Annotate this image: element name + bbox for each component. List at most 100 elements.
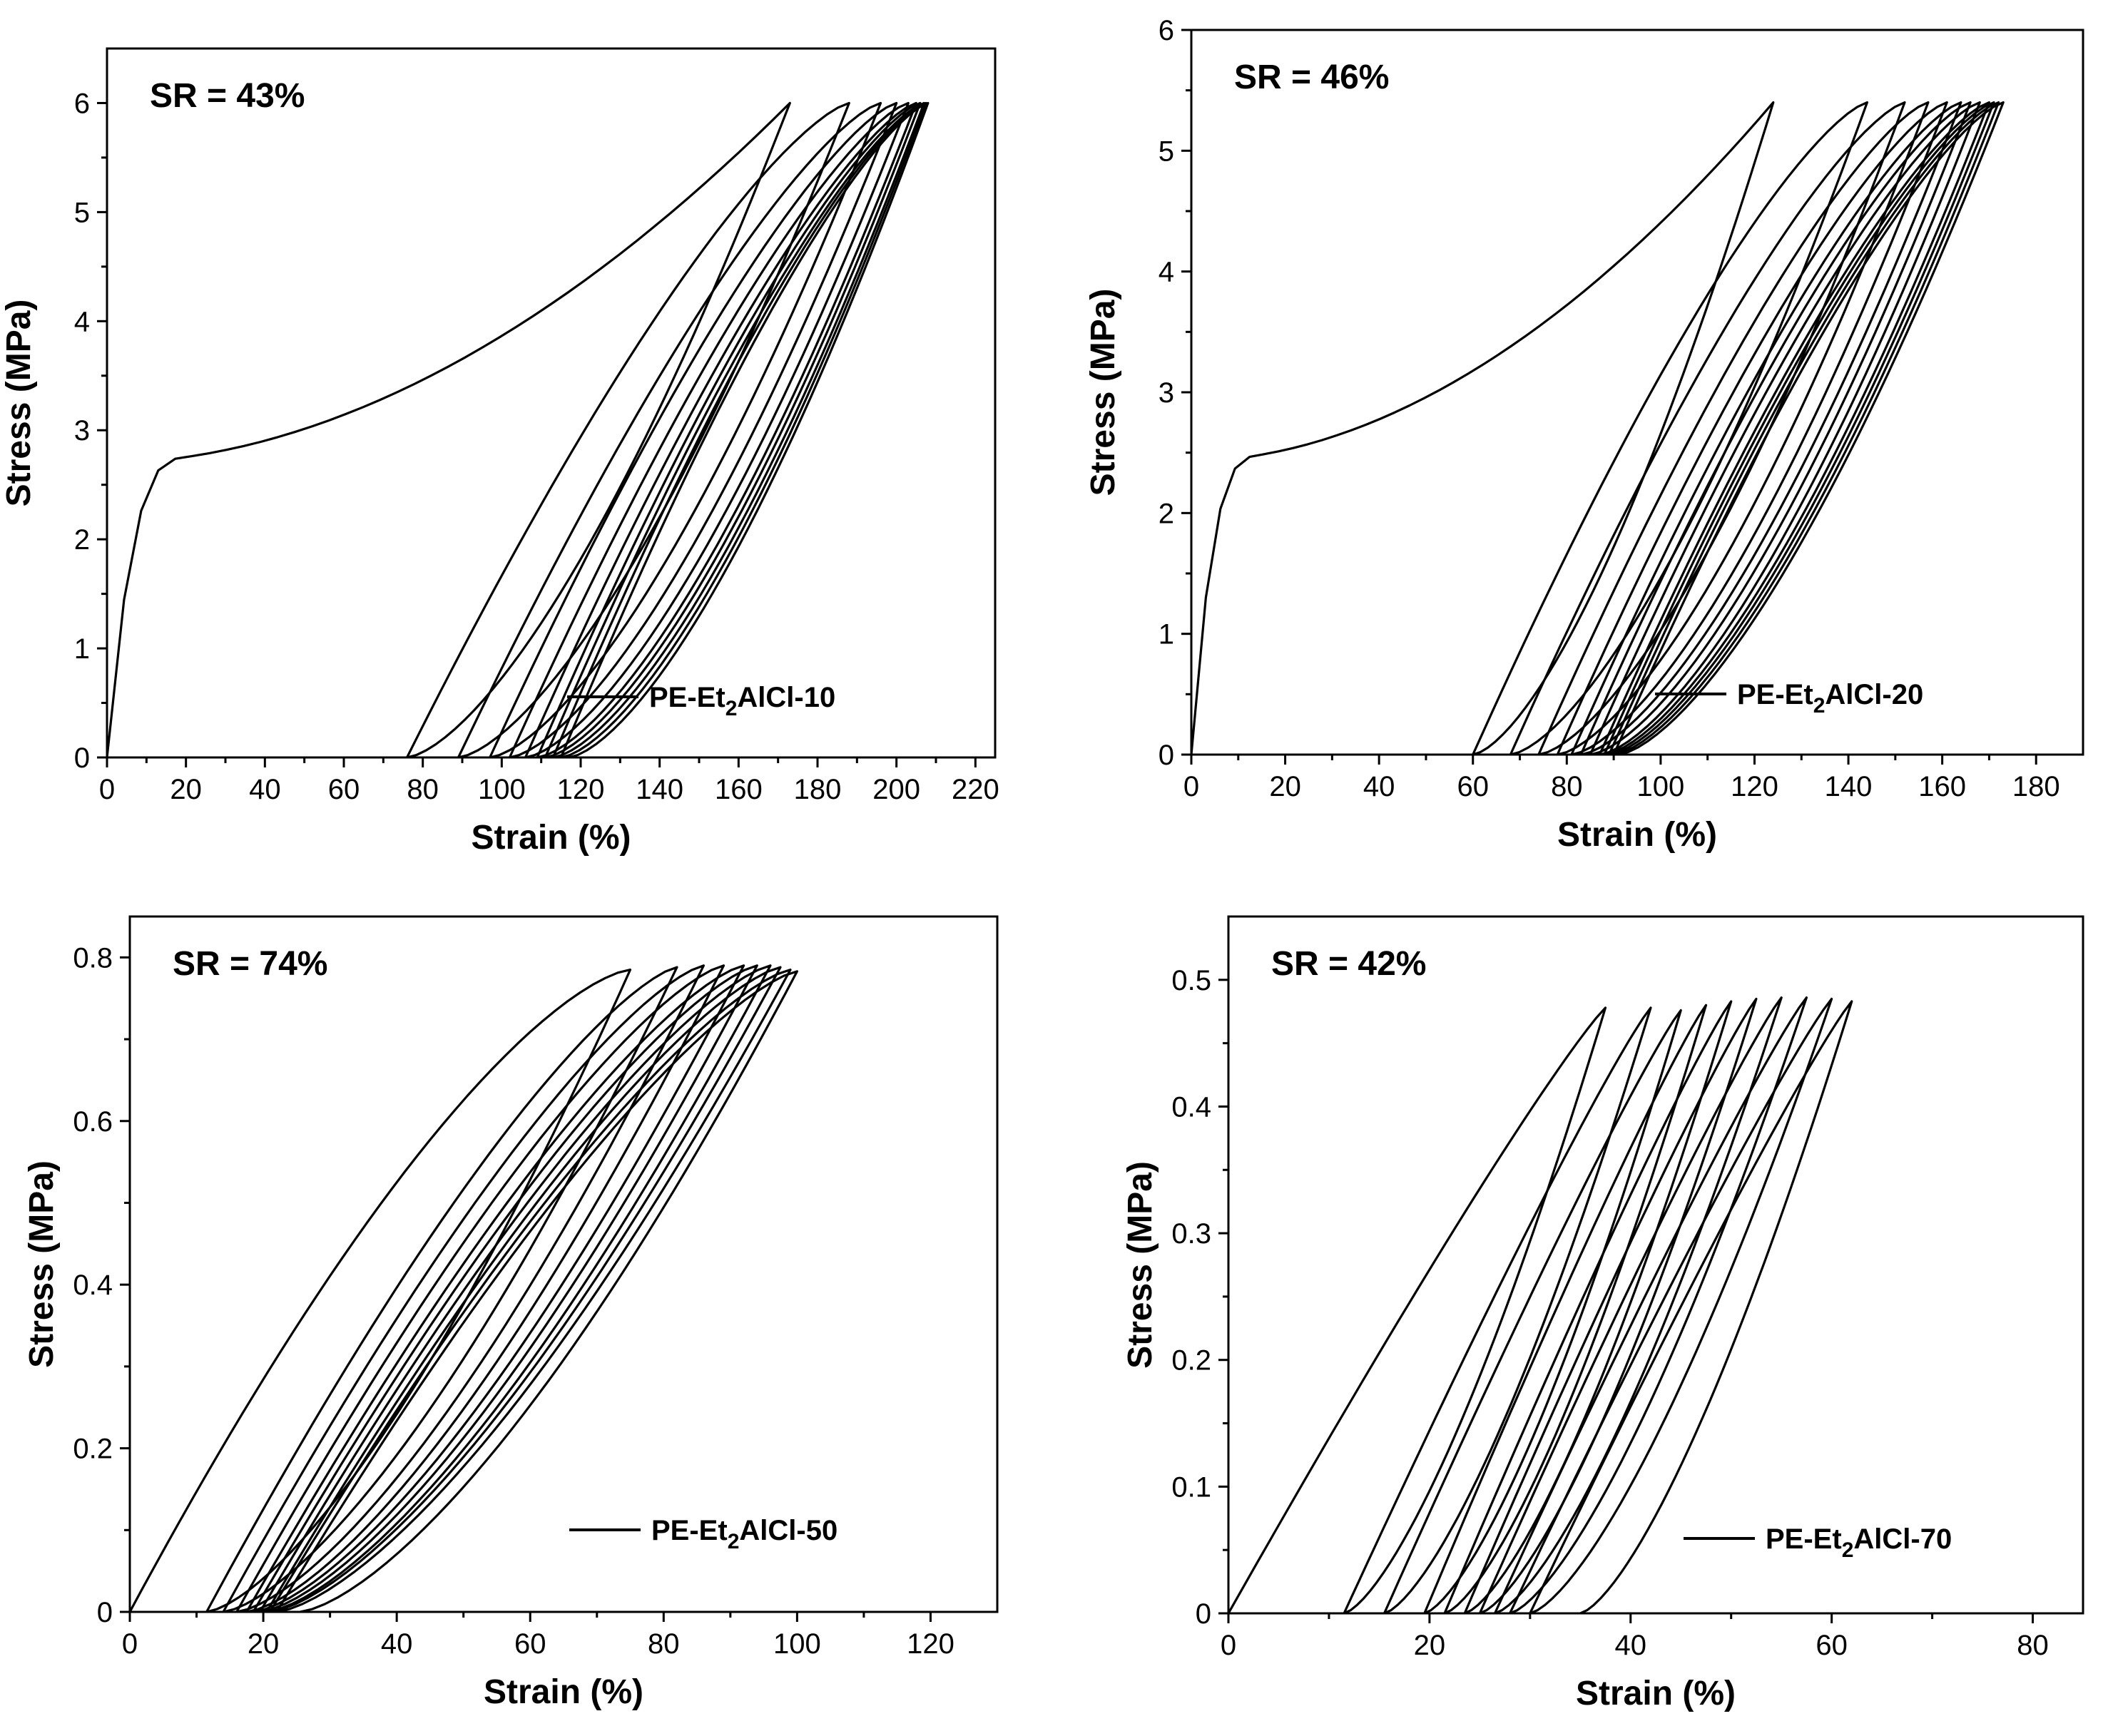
hysteresis-cycle-3 (222, 964, 705, 1613)
recovery-ratio-annotation: SR = 46% (1234, 58, 1389, 96)
hysteresis-cycle-2 (1343, 1006, 1652, 1615)
plot-frame (1227, 915, 2084, 1615)
x-axis-title: Strain (%) (471, 819, 631, 857)
x-tick-label: 40 (381, 1628, 413, 1660)
x-tick-label: 80 (648, 1628, 680, 1660)
x-tick-label: 0 (122, 1628, 138, 1660)
hysteresis-cycle-1 (106, 101, 791, 759)
x-tick-label: 20 (170, 774, 202, 805)
hysteresis-cycle-4 (489, 101, 898, 759)
hysteresis-cycle-1 (1227, 1006, 1607, 1615)
x-tick-label: 100 (478, 774, 526, 805)
x-tick-label: 0 (1183, 771, 1199, 802)
hysteresis-cycle-8 (1494, 996, 1808, 1615)
hysteresis-cycle-4 (1423, 1004, 1708, 1615)
y-tick-label: 6 (1159, 15, 1174, 46)
y-tick-label: 0 (1196, 1598, 1211, 1630)
x-tick-label: 200 (872, 774, 920, 805)
x-tick-label: 100 (773, 1628, 821, 1660)
y-tick-label: 2 (74, 524, 90, 556)
plot-frame (106, 47, 997, 759)
y-tick-label: 6 (74, 88, 90, 119)
legend-label: PE-Et2AlCl-70 (1766, 1523, 1952, 1562)
y-tick-label: 0.8 (73, 942, 113, 974)
hysteresis-cycle-2 (406, 101, 850, 759)
chart-panel-2: 0 20 40 60 80 100 120 140 160 180 0 1 2 3 4 5 6 Strain (%… (1056, 0, 2108, 867)
y-tick-label: 5 (1159, 136, 1174, 167)
hysteresis-cycle-9 (269, 969, 792, 1613)
x-axis-title: Strain (%) (484, 1673, 643, 1711)
y-tick-label: 3 (1159, 377, 1174, 409)
hysteresis-cycle-4 (235, 964, 725, 1613)
x-tick-label: 160 (715, 774, 763, 805)
chart-panel-4: 0 20 40 60 80 0 0.1 0.2 0.3 0.4 0.5 Strain (%) Stres… (1056, 867, 2108, 1732)
x-tick-label: 160 (1918, 771, 1966, 802)
chart-panel-3: 0 20 40 60 80 100 120 0 0.2 0.4 0.6 0.8 Strain (%) St… (0, 867, 1027, 1732)
hysteresis-cycle-8 (1589, 101, 1981, 756)
y-tick-label: 3 (74, 415, 90, 446)
y-tick-label: 5 (74, 197, 90, 228)
hysteresis-cycle-6 (524, 101, 917, 759)
hysteresis-cycle-8 (265, 966, 782, 1613)
chart-svg-1: 0 20 40 60 80 100 120 140 160 180 200 220 0 1 2 3 4 5 6 Str… (0, 47, 999, 857)
hysteresis-cycle-12 (1612, 101, 2005, 756)
y-tick-label: 2 (1159, 498, 1174, 529)
y-tick-label: 0.5 (1171, 965, 1211, 996)
hysteresis-cycle-10 (559, 101, 930, 759)
x-tick-label: 140 (636, 774, 683, 805)
x-tick-label: 60 (1457, 771, 1489, 802)
x-axis-title: Strain (%) (1576, 1675, 1736, 1712)
y-tick-label: 0.2 (73, 1434, 113, 1465)
hysteresis-cycle-9 (1509, 997, 1833, 1615)
y-tick-label: 0.4 (73, 1270, 113, 1301)
x-tick-label: 120 (557, 774, 605, 805)
chart-panel-1: 0 20 40 60 80 100 120 140 160 180 200 220 0 1 2 3 4 5 6 Str… (0, 0, 1027, 867)
y-tick-label: 0 (74, 742, 90, 774)
y-axis-title: Stress (MPa) (23, 1160, 61, 1368)
recovery-ratio-annotation: SR = 42% (1271, 945, 1426, 983)
x-tick-label: 80 (2017, 1630, 2049, 1661)
y-tick-label: 0.4 (1171, 1091, 1211, 1123)
chart-svg-4: 0 20 40 60 80 0 0.1 0.2 0.3 0.4 0.5 Strain (%) Stres… (1121, 915, 2084, 1712)
hysteresis-cycle-10 (275, 970, 798, 1613)
hysteresis-cycle-2 (205, 966, 678, 1613)
y-axis-title: Stress (MPa) (0, 300, 38, 507)
x-tick-label: 100 (1637, 771, 1685, 802)
recovery-ratio-annotation: SR = 74% (173, 945, 327, 983)
x-tick-label: 20 (248, 1628, 280, 1660)
hysteresis-cycle-3 (457, 101, 882, 759)
chart-svg-2: 0 20 40 60 80 100 120 140 160 180 0 1 2 3 4 5 6 Strain (%… (1084, 15, 2084, 854)
hysteresis-cycle-6 (252, 964, 758, 1613)
x-tick-label: 60 (514, 1628, 546, 1660)
hysteresis-cycle-10 (1529, 1000, 1853, 1615)
hysteresis-cycle-5 (1556, 101, 1948, 756)
x-tick-label: 180 (2012, 771, 2060, 802)
legend-label: PE-Et2AlCl-10 (649, 682, 835, 720)
hysteresis-cycle-3 (1383, 1009, 1682, 1615)
hysteresis-cycle-9 (1598, 101, 1990, 756)
x-tick-label: 80 (1551, 771, 1583, 802)
y-axis-title: Stress (MPa) (1121, 1161, 1159, 1369)
y-tick-label: 4 (74, 306, 90, 337)
hysteresis-cycle-7 (1478, 996, 1783, 1615)
x-tick-label: 0 (99, 774, 115, 805)
legend-label: PE-Et2AlCl-20 (1737, 679, 1923, 718)
y-tick-label: 0.1 (1171, 1471, 1211, 1503)
x-tick-label: 40 (249, 774, 281, 805)
y-tick-label: 0.3 (1171, 1218, 1211, 1250)
x-axis-title: Strain (%) (1557, 816, 1717, 854)
y-tick-label: 1 (74, 633, 90, 665)
hysteresis-cycle-7 (536, 101, 922, 759)
x-tick-label: 180 (794, 774, 842, 805)
x-tick-label: 40 (1363, 771, 1395, 802)
y-tick-label: 1 (1159, 619, 1174, 650)
x-tick-label: 40 (1615, 1630, 1647, 1661)
hysteresis-cycle-7 (1579, 101, 1972, 756)
legend-label: PE-Et2AlCl-50 (651, 1515, 837, 1553)
hysteresis-cycle-11 (1608, 101, 2000, 756)
x-tick-label: 80 (407, 774, 439, 805)
y-tick-label: 0.2 (1171, 1345, 1211, 1377)
plot-frame (128, 915, 999, 1613)
x-tick-label: 140 (1825, 771, 1873, 802)
hysteresis-cycle-1 (1190, 101, 1775, 756)
